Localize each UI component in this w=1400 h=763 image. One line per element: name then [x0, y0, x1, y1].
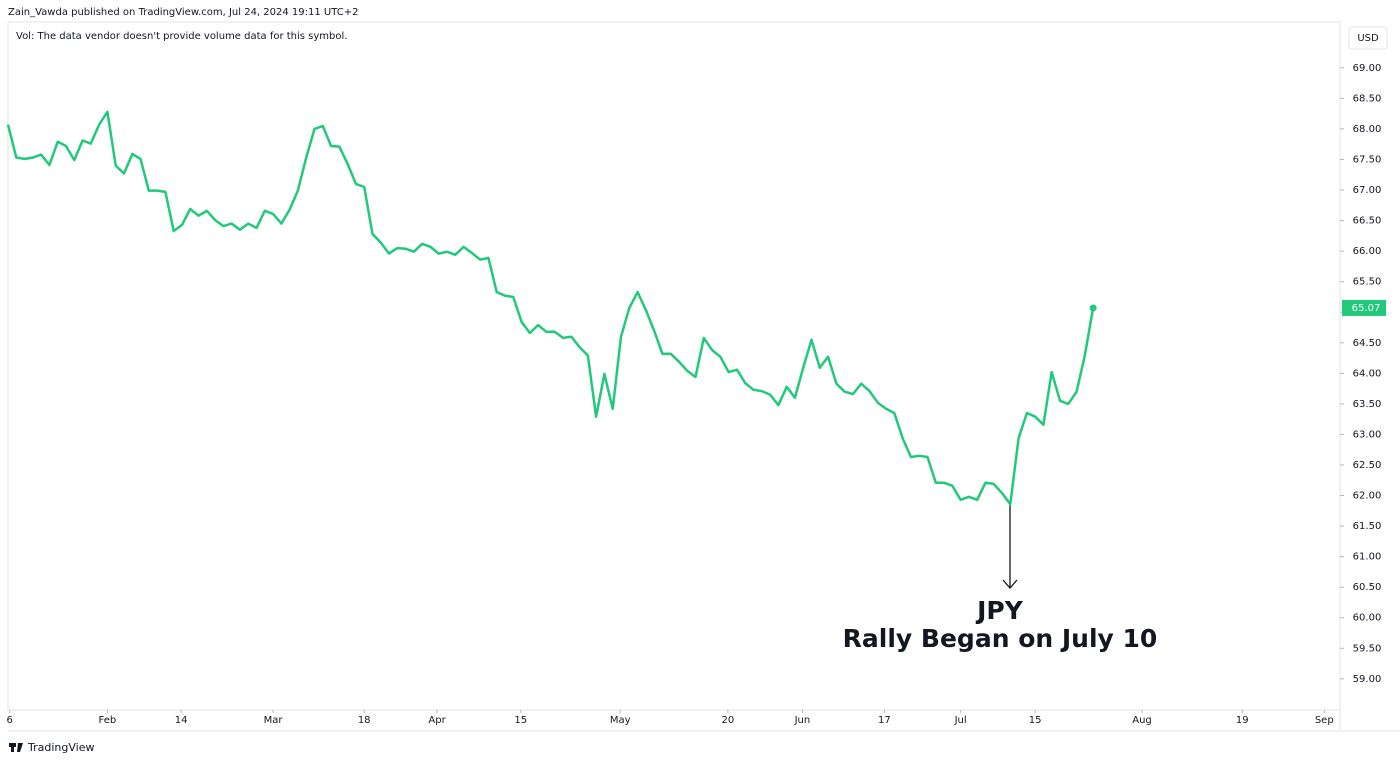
x-tick-label: Mar [264, 715, 284, 726]
x-tick-label: 18 [358, 715, 371, 726]
y-tick-label: 60.50 [1353, 582, 1382, 593]
last-price-label: 65.07 [1352, 303, 1381, 314]
y-tick-label: 66.00 [1353, 246, 1382, 257]
y-tick-label: 66.50 [1353, 216, 1382, 227]
y-tick-label: 61.50 [1353, 521, 1382, 532]
x-tick-label: May [610, 715, 631, 726]
x-tick-label: Jul [954, 715, 967, 726]
y-tick-label: 63.00 [1353, 429, 1382, 440]
x-tick-label: 19 [1236, 715, 1249, 726]
y-tick-label: 59.00 [1353, 674, 1382, 685]
y-tick-label: 68.50 [1353, 93, 1382, 104]
x-tick-label: 15 [1029, 715, 1042, 726]
publisher-line: Zain_Vawda published on TradingView.com,… [8, 7, 358, 18]
y-tick-label: 62.50 [1353, 460, 1382, 471]
y-tick-label: 69.00 [1353, 63, 1382, 74]
y-tick-label: 68.00 [1353, 124, 1382, 135]
x-tick-label: 14 [175, 715, 188, 726]
brand: TradingView [27, 741, 94, 754]
currency-label: USD [1357, 33, 1379, 44]
price-line [6, 110, 1095, 506]
currency-button[interactable] [1348, 26, 1388, 50]
last-point [1089, 304, 1097, 312]
x-tick-label: 15 [514, 715, 527, 726]
tv-logo [9, 743, 23, 752]
x-tick-label: 17 [878, 715, 891, 726]
y-tick-label: 64.00 [1353, 368, 1382, 379]
x-tick-label: 6 [6, 715, 12, 726]
last-price-box [1342, 299, 1386, 316]
y-tick-label: 60.00 [1353, 613, 1382, 624]
x-tick-label: 20 [721, 715, 734, 726]
y-tick-label: 67.00 [1353, 185, 1382, 196]
annotation-text: Rally Began on July 10 [843, 624, 1158, 653]
y-tick-label: 62.00 [1353, 491, 1382, 502]
arrow-head [1002, 579, 1018, 589]
y-tick-label: 63.50 [1353, 399, 1382, 410]
x-tick-label: Apr [428, 715, 446, 726]
x-tick-label: Feb [99, 715, 117, 726]
x-tick-label: Jun [794, 715, 811, 726]
annotation-title: JPY [975, 596, 1024, 625]
volume-note: Vol: The data vendor doesn't provide vol… [16, 31, 347, 42]
x-tick-label: Sep [1315, 715, 1334, 726]
y-tick-label: 61.00 [1353, 552, 1382, 563]
x-tick-label: Aug [1132, 715, 1152, 726]
y-tick-label: 65.50 [1353, 277, 1382, 288]
y-tick-label: 64.50 [1353, 338, 1382, 349]
y-tick-label: 67.50 [1353, 154, 1382, 165]
y-tick-label: 59.50 [1353, 643, 1382, 654]
